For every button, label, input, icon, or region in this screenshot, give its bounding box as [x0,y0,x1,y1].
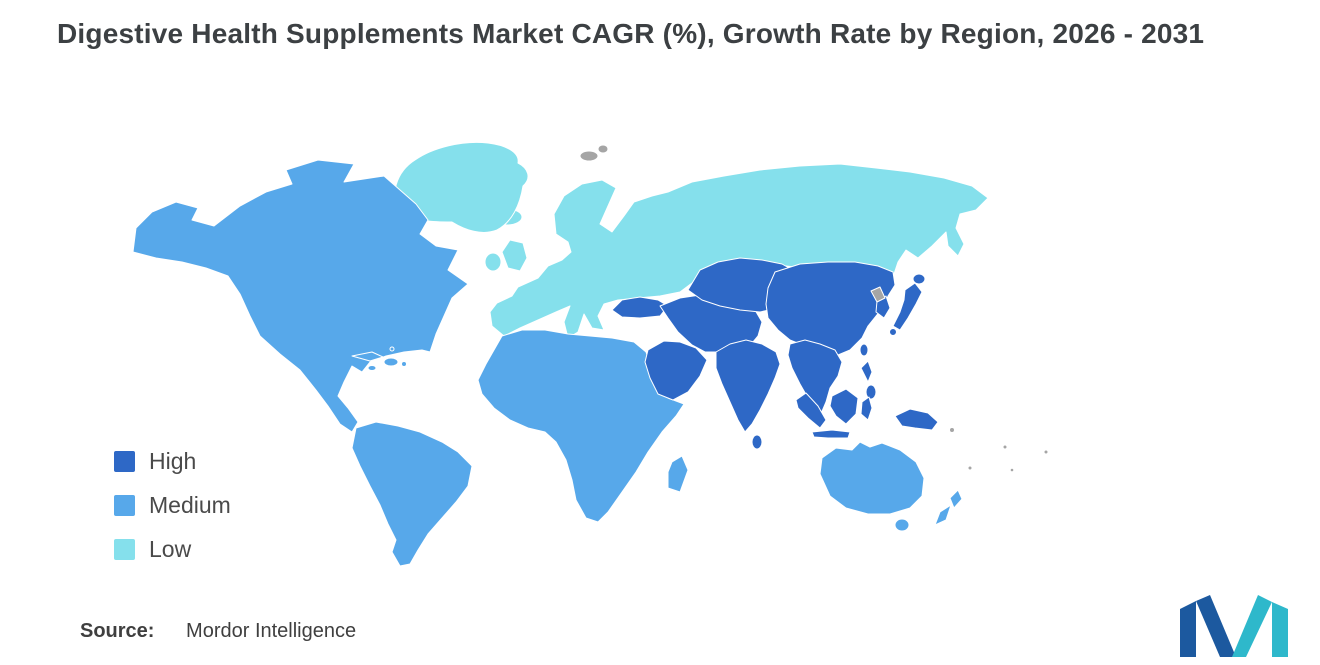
landmass-puerto-rico [401,361,407,367]
island-dot-3 [967,465,973,471]
island-dot-1 [949,427,955,433]
landmass-southeast-asia [787,339,843,425]
landmass-japan-hokkaido [912,273,926,285]
legend-swatch-low [114,539,135,560]
landmass-china-mongolia [765,261,896,356]
landmass-tasmania [894,518,910,532]
landmass-sumatra [795,392,827,429]
region-asia-middle-east-high [611,257,939,450]
landmass-cuba [351,351,384,362]
region-greenland [394,141,529,233]
landmass-sulawesi [860,396,873,421]
legend-swatch-medium [114,495,135,516]
chart-title: Digestive Health Supplements Market CAGR… [57,18,1205,49]
legend-label-low: Low [149,536,192,562]
island-dot-4 [1043,449,1049,455]
landmass-madagascar [667,455,689,493]
island-dot-2 [1002,444,1008,450]
logo-up-stroke [1232,595,1272,657]
landmass-australia [819,441,925,515]
landmass-north-america [132,159,469,433]
legend-item-low: Low [114,536,231,563]
landmass-philippines-luzon [860,360,873,383]
landmass-svalbard-1 [579,150,599,162]
landmass-new-zealand-north [949,489,963,509]
landmass-india [715,339,781,433]
source-value: Mordor Intelligence [186,620,357,642]
landmass-greenland [394,141,529,233]
landmass-taiwan [859,343,869,357]
pacific-islands [949,427,1049,473]
region-svalbard-nodata [579,144,609,162]
landmass-great-britain [501,239,528,272]
island-dot-5 [1009,467,1015,473]
landmass-new-guinea [894,408,939,431]
region-north-korea-nodata [870,286,886,303]
landmass-japan-kyushu [889,328,897,336]
source-label: Source: [80,620,155,642]
landmass-philippines-mindanao [865,384,877,400]
region-africa [477,329,689,523]
legend-item-medium: Medium [114,492,231,519]
logo-right-bar [1272,602,1288,657]
region-south-america [351,421,473,567]
landmass-hispaniola [383,357,399,367]
landmass-bahamas [389,346,395,352]
landmass-arabia [644,340,708,401]
landmass-java [811,429,851,439]
landmass-ireland [484,252,502,272]
landmass-eurasia-north [489,163,989,339]
logo-down-stroke [1196,595,1236,657]
mordor-intelligence-logo [1180,595,1288,657]
landmass-borneo [829,388,859,425]
legend-label-medium: Medium [149,492,231,518]
legend: High Medium Low [114,448,231,563]
landmass-svalbard-2 [597,144,609,154]
source-line: Source: Mordor Intelligence [80,620,356,643]
region-australia-nz [819,441,963,532]
legend-label-high: High [149,448,197,474]
landmass-new-zealand-south [934,504,952,526]
legend-item-high: High [114,448,231,475]
landmass-north-korea [870,286,886,303]
landmass-japan-honshu [892,282,923,331]
region-north-america [132,159,469,433]
legend-swatch-high [114,451,135,472]
logo-left-bar [1180,601,1196,657]
landmass-south-america [351,421,473,567]
landmass-jamaica [367,365,377,371]
landmass-sri-lanka [751,434,763,450]
landmass-africa [477,329,685,523]
